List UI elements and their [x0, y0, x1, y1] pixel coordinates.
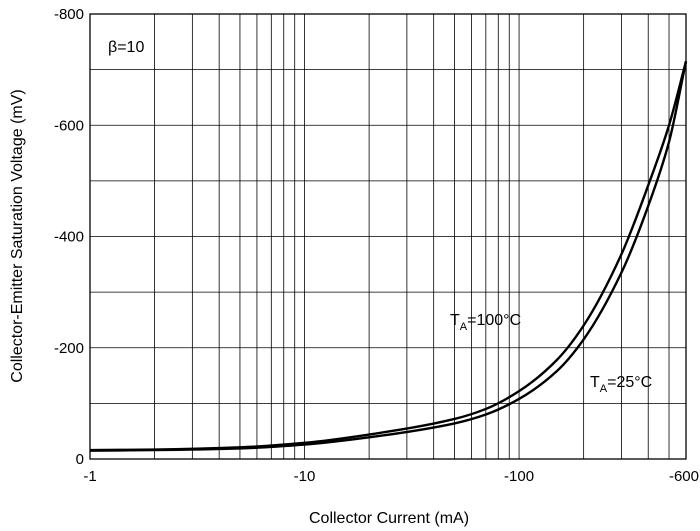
x-tick-labels: -1 -10 -100 -600 — [83, 468, 699, 485]
grid — [90, 14, 686, 459]
x-tick-label: -1 — [83, 468, 96, 485]
ta-25c-label: TA=25°C — [590, 374, 652, 395]
y-tick-label: -200 — [54, 340, 84, 357]
y-axis-label: Collector-Emitter Saturation Voltage (mV… — [9, 89, 26, 382]
x-tick-label: -600 — [669, 468, 699, 485]
series-line-1 — [89, 60, 688, 452]
series-group — [89, 60, 688, 452]
y-tick-label: -600 — [54, 117, 84, 134]
beta-annotation: β=10 — [108, 39, 144, 56]
plot-frame — [89, 13, 687, 460]
y-tick-label: -800 — [54, 6, 84, 23]
x-tick-label: -100 — [504, 468, 534, 485]
x-axis-label: Collector Current (mA) — [309, 510, 469, 527]
y-tick-label: -400 — [54, 229, 84, 246]
series-line-2 — [89, 61, 688, 452]
y-tick-label: 0 — [76, 451, 84, 468]
x-tick-label: -10 — [294, 468, 316, 485]
y-tick-labels: 0 -200 -400 -600 -800 — [54, 6, 84, 468]
ta-100c-label: TA=100°C — [450, 312, 521, 333]
